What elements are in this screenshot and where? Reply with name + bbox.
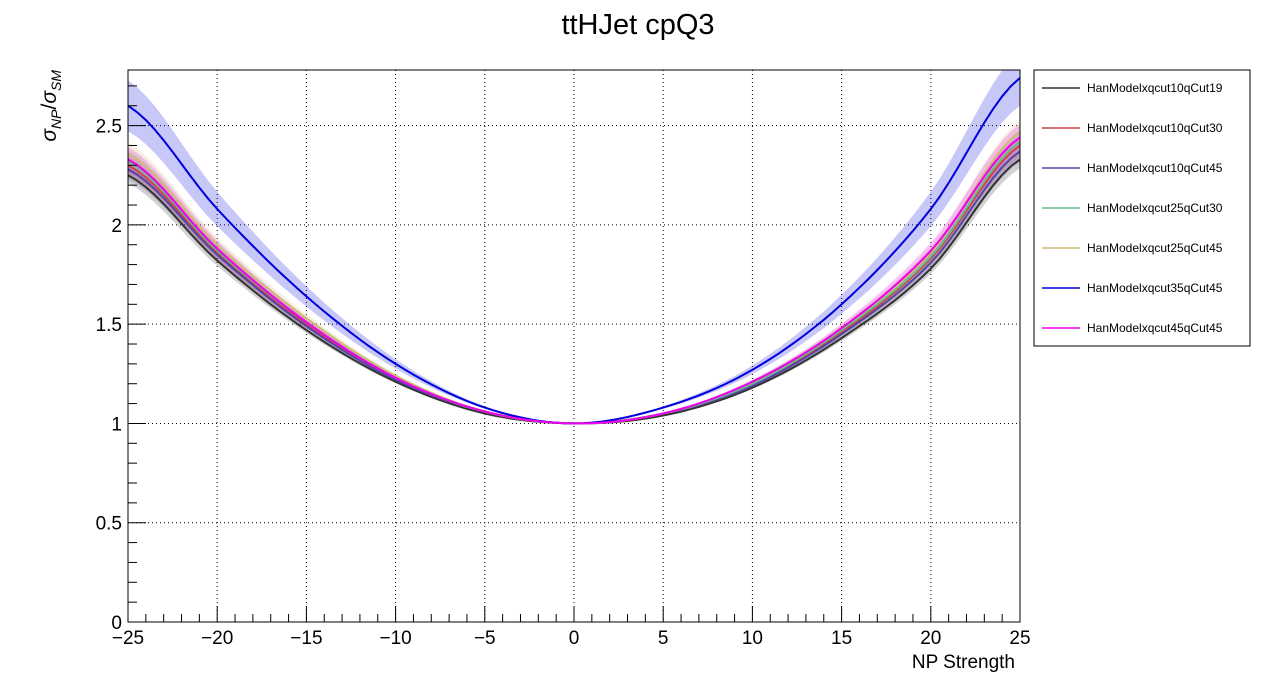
- x-tick-label: 15: [831, 628, 852, 649]
- x-tick-label: 0: [569, 628, 580, 649]
- legend: HanModelxqcut10qCut19 HanModelxqcut10qCut…: [1033, 69, 1251, 347]
- legend-label: HanModelxqcut45qCut45: [1087, 321, 1223, 335]
- y-tick-label: 2: [111, 216, 122, 237]
- grid: [128, 70, 1020, 622]
- y-tick-label: 1: [111, 414, 122, 435]
- y-axis: 0 0.5 1 1.5 2 2.5: [96, 85, 146, 634]
- x-axis-label: NP Strength: [912, 652, 1015, 673]
- y-tick-label: 0: [111, 613, 122, 634]
- legend-label: HanModelxqcut10qCut30: [1087, 121, 1223, 135]
- y-axis-label: σNP/σSM: [38, 70, 64, 142]
- x-tick-label: 5: [658, 628, 669, 649]
- x-tick-label: −25: [112, 628, 144, 649]
- legend-label: HanModelxqcut10qCut19: [1087, 81, 1223, 95]
- x-tick-label: 20: [920, 628, 941, 649]
- x-tick-label: 25: [1009, 628, 1030, 649]
- legend-label: HanModelxqcut35qCut45: [1087, 281, 1223, 295]
- y-tick-label: 1.5: [96, 315, 122, 336]
- series-line: [128, 136, 1020, 425]
- x-tick-label: −5: [474, 628, 496, 649]
- legend-label: HanModelxqcut25qCut45: [1087, 241, 1223, 255]
- chart-title: ttHJet cpQ3: [561, 9, 714, 41]
- series-lines: [128, 77, 1020, 425]
- x-tick-label: 10: [742, 628, 763, 649]
- legend-label: HanModelxqcut25qCut30: [1087, 201, 1223, 215]
- x-tick-label: −10: [379, 628, 411, 649]
- y-tick-label: 2.5: [96, 117, 122, 138]
- legend-label: HanModelxqcut10qCut45: [1087, 161, 1223, 175]
- y-tick-label: 0.5: [96, 514, 122, 535]
- error-band: [128, 70, 1020, 424]
- error-band: [128, 119, 1020, 424]
- x-tick-label: −20: [201, 628, 233, 649]
- series-line: [128, 130, 1020, 425]
- x-tick-label: −15: [290, 628, 322, 649]
- x-axis: −25 −20 −15 −10 −5 0 5 10 15 20 25: [112, 606, 1031, 649]
